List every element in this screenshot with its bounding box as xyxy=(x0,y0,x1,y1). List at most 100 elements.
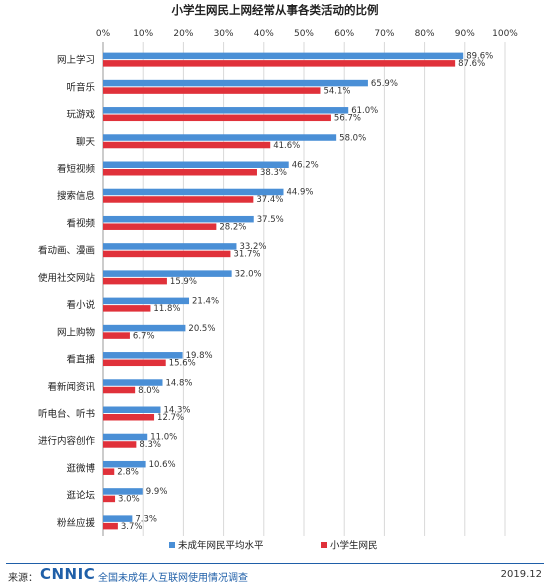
category-label: 进行内容创作 xyxy=(38,435,96,447)
data-label: 31.7% xyxy=(233,250,260,260)
category-label: 看短视频 xyxy=(57,163,96,175)
bar-primary xyxy=(103,305,151,312)
bar-average xyxy=(103,188,284,196)
category-label: 看小说 xyxy=(66,299,95,311)
bars xyxy=(103,52,464,530)
data-label: 11.0% xyxy=(150,433,177,443)
category-label: 玩游戏 xyxy=(66,109,95,121)
bar-primary xyxy=(103,441,137,448)
bar-primary xyxy=(103,223,217,230)
data-label: 14.3% xyxy=(163,406,190,416)
x-tick-label: 10% xyxy=(133,29,153,39)
legend: 未成年网民平均水平 小学生网民 xyxy=(169,540,378,552)
x-tick-label: 70% xyxy=(374,29,394,39)
bar-primary xyxy=(103,522,118,530)
legend-label-average: 未成年网民平均水平 xyxy=(178,540,264,552)
data-label: 46.2% xyxy=(292,161,319,171)
bar-average xyxy=(103,134,337,141)
x-tick-label: 30% xyxy=(214,29,234,39)
data-labels: 89.6%87.6% 65.9% 54.1%61.0%56.7% 58.0% 41.6%… xyxy=(117,52,493,532)
data-label: 8.3% xyxy=(139,440,161,450)
bar-primary xyxy=(103,386,136,394)
bar-average xyxy=(103,324,186,332)
data-label: 41.6% xyxy=(273,141,300,151)
bar-average xyxy=(103,161,289,168)
bar-primary xyxy=(103,87,321,94)
bar-primary xyxy=(103,414,155,421)
category-label: 看新闻资讯 xyxy=(47,381,95,393)
bar-average xyxy=(103,433,148,441)
source-date: 2019.12 xyxy=(500,569,542,580)
bar-primary xyxy=(103,332,130,339)
data-label: 15.6% xyxy=(169,359,196,369)
data-label: 21.4% xyxy=(192,297,219,307)
bar-primary xyxy=(103,359,166,367)
data-label: 20.5% xyxy=(188,324,215,334)
bar-primary xyxy=(103,468,115,475)
bar-average xyxy=(103,460,146,468)
bar-average xyxy=(103,488,143,495)
data-label: 37.4% xyxy=(256,195,283,205)
data-label: 61.0% xyxy=(351,106,378,116)
legend-swatch-primary xyxy=(321,542,327,548)
x-tick-label: 40% xyxy=(254,29,274,39)
data-label: 44.9% xyxy=(286,188,313,198)
category-label: 网上学习 xyxy=(57,54,95,66)
legend-swatch-average xyxy=(169,542,175,548)
data-label: 15.9% xyxy=(170,277,197,287)
data-label: 8.0% xyxy=(138,386,160,396)
data-label: 54.1% xyxy=(323,86,350,96)
bar-average xyxy=(103,352,183,359)
bar-average xyxy=(103,379,163,386)
data-label: 87.6% xyxy=(458,59,485,69)
bar-primary xyxy=(103,495,116,503)
category-label: 看动画、漫画 xyxy=(38,245,95,257)
data-label: 28.2% xyxy=(219,222,246,232)
data-label: 12.7% xyxy=(157,413,184,423)
bar-primary xyxy=(103,60,456,67)
category-label: 搜索信息 xyxy=(57,190,95,202)
x-tick-label: 60% xyxy=(334,29,354,39)
footer-rule xyxy=(6,563,544,564)
category-label: 聊天 xyxy=(76,136,96,148)
data-label: 56.7% xyxy=(334,114,361,124)
source-org: 全国未成年人互联网使用情况调查 xyxy=(98,573,248,584)
x-tick-label: 90% xyxy=(455,29,475,39)
bar-average xyxy=(103,406,161,413)
x-tick-label: 50% xyxy=(294,29,314,39)
data-label: 32.0% xyxy=(235,269,262,279)
chart-title: 小学生网民上网经常从事各类活动的比例 xyxy=(171,3,379,17)
bar-primary xyxy=(103,250,231,258)
category-label: 听电台、听书 xyxy=(38,408,96,420)
bar-average xyxy=(103,79,368,87)
cnnic-logo: CNNIC xyxy=(40,565,96,583)
x-tick-label: 20% xyxy=(173,29,193,39)
bar-average xyxy=(103,243,237,250)
data-label: 37.5% xyxy=(257,215,284,225)
category-label: 听音乐 xyxy=(66,81,95,93)
bar-average xyxy=(103,515,133,522)
bar-primary xyxy=(103,277,167,285)
data-label: 6.7% xyxy=(133,331,155,341)
legend-label-primary: 小学生网民 xyxy=(330,540,378,552)
bar-primary xyxy=(103,114,331,122)
category-label: 使用社交网站 xyxy=(38,272,96,284)
data-label: 33.2% xyxy=(239,242,266,252)
data-label: 2.8% xyxy=(117,467,139,477)
x-tick-labels: 0% 10% 20% 30% 40% 50% 60% 70% 80% 90% 100% xyxy=(96,29,518,39)
bar-average xyxy=(103,215,254,223)
bar-average xyxy=(103,107,349,114)
bar-primary xyxy=(103,196,254,203)
grid xyxy=(102,42,506,536)
bar-average xyxy=(103,297,190,305)
footer: 来源： CNNIC 全国未成年人互联网使用情况调查 2019.12 xyxy=(8,565,542,584)
data-label: 10.6% xyxy=(149,460,176,470)
data-label: 89.6% xyxy=(466,52,493,62)
category-label: 看视频 xyxy=(66,217,95,229)
bar-primary xyxy=(103,169,257,176)
data-label: 3.7% xyxy=(121,522,143,532)
data-label: 9.9% xyxy=(146,487,168,497)
category-labels: 网上学习听音乐玩游戏聊天看短视频搜索信息看视频看动画、漫画使用社交网站看小说网上… xyxy=(38,54,96,529)
data-label: 58.0% xyxy=(339,133,366,143)
